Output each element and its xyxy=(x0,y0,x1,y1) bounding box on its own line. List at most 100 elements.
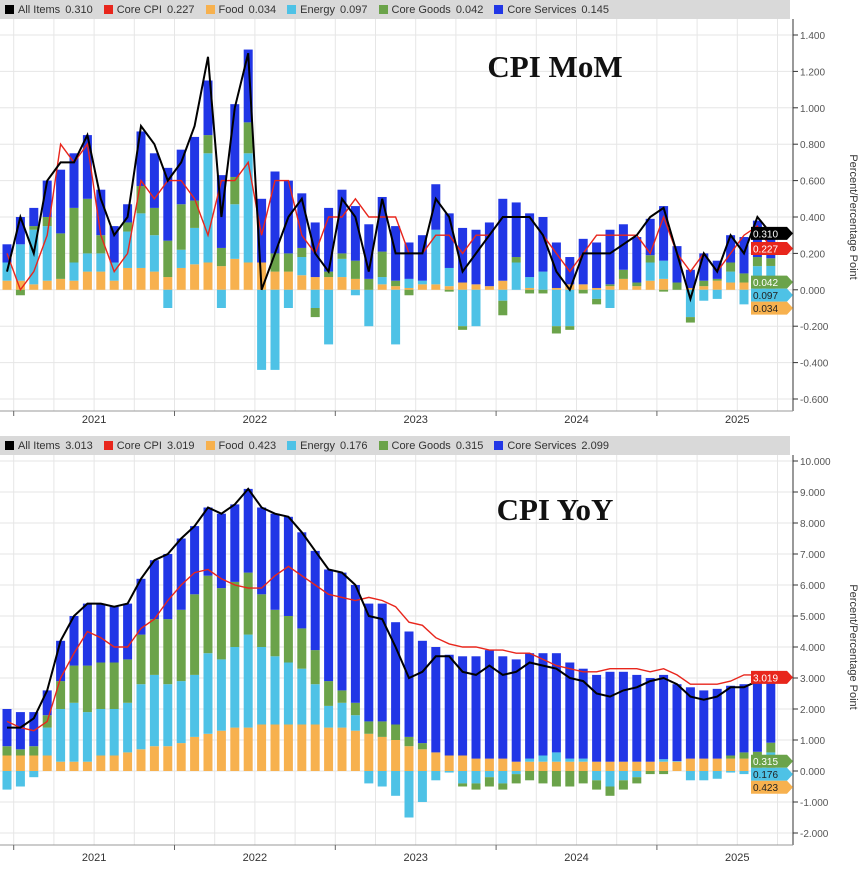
bar-core-goods xyxy=(712,278,722,281)
bar-core-services xyxy=(672,684,682,762)
bar-core-services xyxy=(498,198,508,281)
bar-core-services xyxy=(431,184,441,230)
bar-energy xyxy=(471,289,481,327)
bar-energy xyxy=(324,705,334,728)
bar-core-services xyxy=(364,224,374,279)
bar-energy xyxy=(270,656,280,725)
legend-item: All Items 0.310 xyxy=(5,4,93,16)
bar-core-goods xyxy=(203,135,213,154)
bar-energy xyxy=(672,761,682,762)
bar-core-services xyxy=(69,153,79,208)
bar-core-goods xyxy=(176,609,186,682)
bar-core-services xyxy=(578,668,588,759)
chart-title: CPI YoY xyxy=(497,492,614,527)
bar-core-goods xyxy=(766,742,776,753)
bar-core-services xyxy=(699,690,709,759)
bar-energy xyxy=(190,674,200,737)
bar-energy xyxy=(15,244,25,281)
legend-label: All Items xyxy=(18,3,61,16)
bar-food xyxy=(297,275,307,290)
y-tick-label: 0.000 xyxy=(800,286,825,297)
bar-energy xyxy=(431,771,441,781)
bar-energy xyxy=(230,647,240,728)
bar-energy xyxy=(216,659,226,731)
bar-core-goods xyxy=(592,780,602,790)
legend-swatch xyxy=(378,441,388,450)
bar-core-goods xyxy=(149,207,159,236)
y-tick-label: 0.000 xyxy=(800,767,825,778)
bar-core-services xyxy=(431,647,441,753)
bar-energy xyxy=(391,289,401,345)
bar-core-services xyxy=(203,507,213,576)
bar-food xyxy=(605,761,615,771)
bar-energy xyxy=(350,715,360,731)
bar-energy xyxy=(109,709,119,756)
bar-core-services xyxy=(538,653,548,756)
bar-core-goods xyxy=(190,200,200,228)
bar-food xyxy=(712,280,722,290)
bar-core-goods xyxy=(404,289,414,296)
bar-core-goods xyxy=(270,609,280,657)
bar-core-goods xyxy=(766,258,776,266)
x-year-label: 2021 xyxy=(82,852,106,864)
bar-core-services xyxy=(96,603,106,663)
bar-food xyxy=(109,280,119,290)
bar-core-goods xyxy=(498,300,508,316)
bar-core-goods xyxy=(29,226,39,230)
bar-energy xyxy=(243,634,253,728)
bar-energy xyxy=(605,771,615,787)
bar-food xyxy=(578,284,588,290)
bar-core-goods xyxy=(404,736,414,747)
bar-energy xyxy=(29,229,39,285)
badge-shape xyxy=(751,754,793,768)
bar-core-goods xyxy=(632,282,642,287)
bar-core-services xyxy=(404,631,414,737)
line-all-items xyxy=(6,52,772,303)
bar-core-services xyxy=(659,206,669,261)
bar-food xyxy=(404,287,414,290)
legend-swatch xyxy=(5,5,14,14)
end-value-badge: 3.019 xyxy=(751,670,793,684)
bar-core-goods xyxy=(243,572,253,635)
bar-core-goods xyxy=(176,204,186,250)
bar-food xyxy=(391,286,401,290)
legend-swatch xyxy=(103,5,113,14)
legend-value: 0.176 xyxy=(339,439,368,452)
legend-swatch xyxy=(378,5,388,14)
bar-core-goods xyxy=(699,280,709,287)
bar-energy xyxy=(136,213,146,268)
bar-core-goods xyxy=(618,780,628,790)
bar-core-services xyxy=(699,253,709,281)
bar-energy xyxy=(605,289,615,308)
bar-food xyxy=(337,277,347,290)
bar-energy xyxy=(350,289,360,296)
bar-energy xyxy=(458,289,468,327)
bar-core-goods xyxy=(123,222,133,232)
legend-item: Energy 0.097 xyxy=(287,4,368,16)
legend-item: Core CPI 0.227 xyxy=(103,4,195,16)
bar-food xyxy=(136,749,146,771)
legend-swatch xyxy=(287,441,297,450)
bar-food xyxy=(216,266,226,290)
bar-core-services xyxy=(632,237,642,283)
legend-label: All Items xyxy=(18,439,61,452)
bar-core-goods xyxy=(565,326,575,330)
bar-core-services xyxy=(458,656,468,756)
bar-core-services xyxy=(752,681,762,752)
bar-core-goods xyxy=(82,665,92,713)
bar-core-services xyxy=(82,135,92,199)
bar-food xyxy=(391,740,401,771)
bar-core-goods xyxy=(96,235,106,254)
bar-core-services xyxy=(685,687,695,759)
bar-energy xyxy=(270,289,280,370)
bar-food xyxy=(404,746,414,771)
legend-value: 3.019 xyxy=(166,439,195,452)
bar-food xyxy=(431,752,441,771)
bar-core-services xyxy=(471,229,481,285)
x-year-label: 2025 xyxy=(725,852,749,864)
bar-energy xyxy=(377,771,387,787)
y-tick-label: 9.000 xyxy=(800,488,825,499)
bar-core-goods xyxy=(283,253,293,272)
y-tick-label: 7.000 xyxy=(800,550,825,561)
bar-core-services xyxy=(176,538,186,610)
